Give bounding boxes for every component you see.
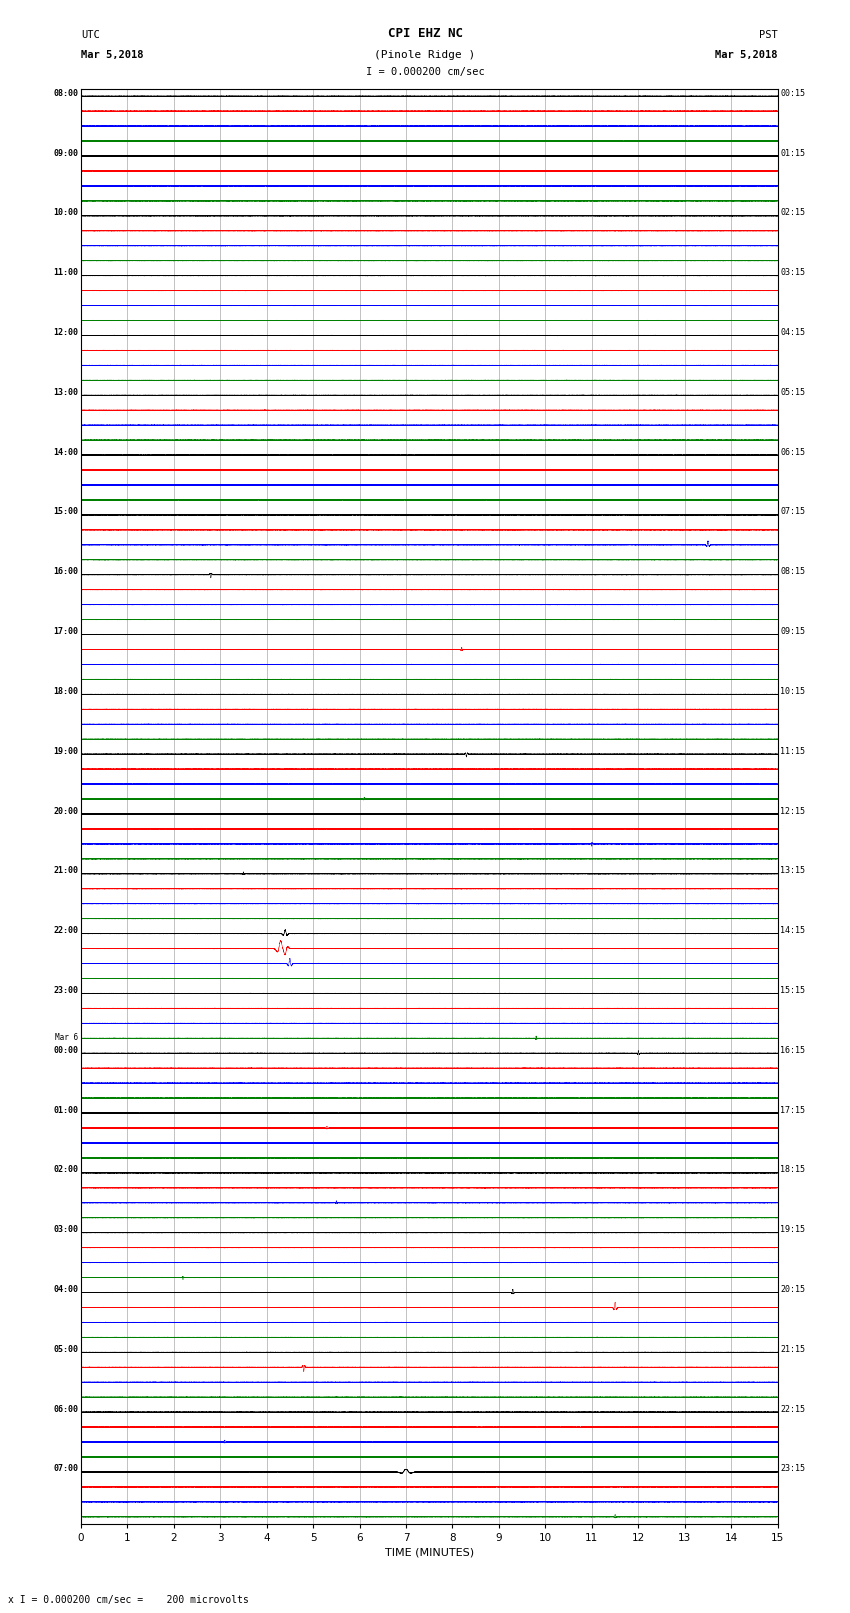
Text: 19:00: 19:00 bbox=[54, 747, 78, 755]
Text: 04:15: 04:15 bbox=[780, 327, 805, 337]
Text: 22:00: 22:00 bbox=[54, 926, 78, 936]
Text: 11:15: 11:15 bbox=[780, 747, 805, 755]
Text: Mar 5,2018: Mar 5,2018 bbox=[715, 50, 778, 60]
Text: 18:00: 18:00 bbox=[54, 687, 78, 695]
Text: 03:00: 03:00 bbox=[54, 1226, 78, 1234]
Text: 14:15: 14:15 bbox=[780, 926, 805, 936]
Text: 20:00: 20:00 bbox=[54, 806, 78, 816]
Text: 10:15: 10:15 bbox=[780, 687, 805, 695]
Text: 12:15: 12:15 bbox=[780, 806, 805, 816]
Text: 15:15: 15:15 bbox=[780, 986, 805, 995]
Text: 02:15: 02:15 bbox=[780, 208, 805, 218]
Text: 09:00: 09:00 bbox=[54, 148, 78, 158]
Text: 06:00: 06:00 bbox=[54, 1405, 78, 1413]
Text: 03:15: 03:15 bbox=[780, 268, 805, 277]
Text: 11:00: 11:00 bbox=[54, 268, 78, 277]
Text: 00:15: 00:15 bbox=[780, 89, 805, 98]
Text: 13:15: 13:15 bbox=[780, 866, 805, 876]
Text: 21:15: 21:15 bbox=[780, 1345, 805, 1353]
Text: 20:15: 20:15 bbox=[780, 1286, 805, 1294]
Text: 19:15: 19:15 bbox=[780, 1226, 805, 1234]
Text: 01:15: 01:15 bbox=[780, 148, 805, 158]
Text: UTC: UTC bbox=[81, 31, 99, 40]
Text: 07:00: 07:00 bbox=[54, 1465, 78, 1473]
Text: 21:00: 21:00 bbox=[54, 866, 78, 876]
Text: 08:15: 08:15 bbox=[780, 568, 805, 576]
Text: 01:00: 01:00 bbox=[54, 1105, 78, 1115]
Text: 00:00: 00:00 bbox=[54, 1045, 78, 1055]
Text: 22:15: 22:15 bbox=[780, 1405, 805, 1413]
Text: 10:00: 10:00 bbox=[54, 208, 78, 218]
Text: x I = 0.000200 cm/sec =    200 microvolts: x I = 0.000200 cm/sec = 200 microvolts bbox=[8, 1595, 249, 1605]
Text: PST: PST bbox=[759, 31, 778, 40]
Text: 17:00: 17:00 bbox=[54, 627, 78, 636]
Text: (Pinole Ridge ): (Pinole Ridge ) bbox=[374, 50, 476, 60]
Text: 17:15: 17:15 bbox=[780, 1105, 805, 1115]
Text: I = 0.000200 cm/sec: I = 0.000200 cm/sec bbox=[366, 68, 484, 77]
Text: 09:15: 09:15 bbox=[780, 627, 805, 636]
Text: 16:00: 16:00 bbox=[54, 568, 78, 576]
Text: 08:00: 08:00 bbox=[54, 89, 78, 98]
Text: 16:15: 16:15 bbox=[780, 1045, 805, 1055]
Text: 06:15: 06:15 bbox=[780, 447, 805, 456]
Text: 07:15: 07:15 bbox=[780, 508, 805, 516]
X-axis label: TIME (MINUTES): TIME (MINUTES) bbox=[385, 1547, 473, 1558]
Text: Mar 5,2018: Mar 5,2018 bbox=[81, 50, 144, 60]
Text: 05:00: 05:00 bbox=[54, 1345, 78, 1353]
Text: 14:00: 14:00 bbox=[54, 447, 78, 456]
Text: 12:00: 12:00 bbox=[54, 327, 78, 337]
Text: 02:00: 02:00 bbox=[54, 1165, 78, 1174]
Text: 13:00: 13:00 bbox=[54, 387, 78, 397]
Text: Mar 6: Mar 6 bbox=[55, 1032, 78, 1042]
Text: 15:00: 15:00 bbox=[54, 508, 78, 516]
Text: 04:00: 04:00 bbox=[54, 1286, 78, 1294]
Text: 23:00: 23:00 bbox=[54, 986, 78, 995]
Text: CPI EHZ NC: CPI EHZ NC bbox=[388, 27, 462, 40]
Text: 18:15: 18:15 bbox=[780, 1165, 805, 1174]
Text: 23:15: 23:15 bbox=[780, 1465, 805, 1473]
Text: 05:15: 05:15 bbox=[780, 387, 805, 397]
